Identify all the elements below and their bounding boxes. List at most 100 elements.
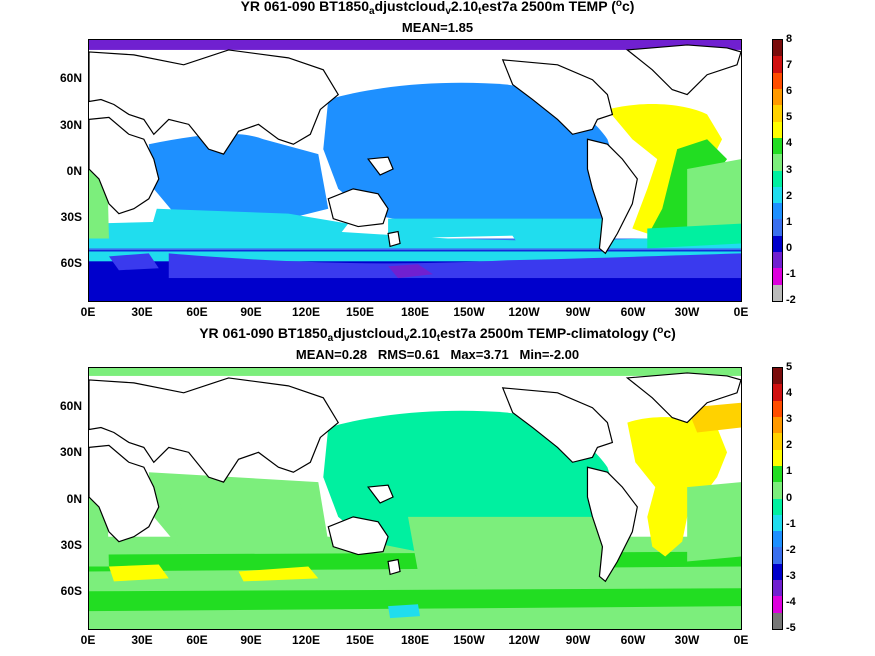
colorbar-segment <box>773 433 782 450</box>
top-lon-0e-end: 0E <box>733 305 749 319</box>
bottom-lon-90e: 90E <box>240 633 262 647</box>
colorbar-label: -2 <box>786 294 796 306</box>
colorbar-segment <box>773 137 782 155</box>
bottom-lat-30s: 30S <box>60 538 82 552</box>
top-lon-60w: 60W <box>620 305 646 319</box>
colorbar-label: 3 <box>786 163 793 176</box>
bottom-lon-60e: 60E <box>186 633 208 647</box>
colorbar-segment <box>773 72 782 89</box>
bottom-lon-150e: 150E <box>345 633 375 647</box>
top-lon-60e: 60E <box>186 305 208 319</box>
bottom-lon-60w: 60W <box>620 633 646 647</box>
colorbar-label: 0 <box>786 241 793 254</box>
colorbar-segment <box>773 368 782 385</box>
top-lon-150e: 150E <box>345 305 375 319</box>
colorbar-label: 3 <box>786 413 793 426</box>
colorbar-label: 2 <box>786 439 793 452</box>
colorbar-label: 6 <box>786 85 793 98</box>
top-lon-30e: 30E <box>131 305 153 319</box>
bottom-lon-150w: 150W <box>453 633 485 647</box>
colorbar-segment <box>773 235 782 253</box>
colorbar-segment <box>773 170 782 187</box>
top-colorbar <box>772 39 783 302</box>
colorbar-segment <box>773 40 782 57</box>
top-title: YR 061-090 BT1850adjustcloudv2.10test7a … <box>240 0 635 17</box>
colorbar-segment <box>773 268 782 285</box>
colorbar-segment <box>773 186 782 204</box>
colorbar-label: 1 <box>786 215 793 228</box>
bottom-map <box>88 367 742 630</box>
colorbar-label: 2 <box>786 189 793 202</box>
top-lon-150w: 150W <box>453 305 485 319</box>
top-lat-60s: 60S <box>60 256 82 270</box>
bottom-lon-120e: 120E <box>291 633 321 647</box>
colorbar-segment <box>773 514 782 532</box>
top-lon-0e: 0E <box>80 305 96 319</box>
top-lon-120e: 120E <box>291 305 321 319</box>
colorbar-label: -1 <box>786 517 796 530</box>
top-lat-30s: 30S <box>60 210 82 224</box>
colorbar-label: -5 <box>786 622 796 634</box>
bottom-lon-0e: 0E <box>80 633 96 647</box>
colorbar-segment <box>773 121 782 138</box>
bottom-lon-0e-end: 0E <box>733 633 749 647</box>
bottom-title: YR 061-090 BT1850adjustcloudv2.10test7a … <box>199 325 676 344</box>
colorbar-segment <box>773 596 782 613</box>
colorbar-segment <box>773 219 782 236</box>
colorbar-segment <box>773 547 782 564</box>
colorbar-label: -1 <box>786 267 796 280</box>
colorbar-segment <box>773 284 782 301</box>
colorbar-segment <box>773 580 782 597</box>
top-lon-120w: 120W <box>508 305 540 319</box>
top-lon-90e: 90E <box>240 305 262 319</box>
top-lon-180e: 180E <box>400 305 430 319</box>
bottom-stats: MEAN=0.28 RMS=0.61 Max=3.71 Min=-2.00 <box>295 347 580 362</box>
top-lat-0n: 0N <box>66 164 82 178</box>
colorbar-segment <box>773 88 782 106</box>
bottom-lon-120w: 120W <box>508 633 540 647</box>
bottom-lon-180e: 180E <box>400 633 430 647</box>
bottom-lat-60s: 60S <box>60 584 82 598</box>
colorbar-segment <box>773 154 782 171</box>
colorbar-segment <box>773 531 782 548</box>
colorbar-segment <box>773 465 782 483</box>
bottom-lon-30w: 30W <box>674 633 700 647</box>
colorbar-segment <box>773 400 782 417</box>
colorbar-label: 4 <box>786 387 793 400</box>
top-map <box>88 39 742 302</box>
top-lat-30n: 30N <box>59 118 82 132</box>
colorbar-segment <box>773 203 782 220</box>
bottom-lat-60n: 60N <box>59 399 82 413</box>
top-lon-30w: 30W <box>674 305 700 319</box>
colorbar-label: -2 <box>786 543 796 556</box>
colorbar-segment <box>773 449 782 466</box>
top-lon-90w: 90W <box>565 305 591 319</box>
bottom-lon-90w: 90W <box>565 633 591 647</box>
bottom-lat-30n: 30N <box>59 445 82 459</box>
colorbar-segment <box>773 612 782 629</box>
colorbar-label: 5 <box>786 111 793 124</box>
colorbar-segment <box>773 56 782 73</box>
colorbar-segment <box>773 384 782 401</box>
bottom-colorbar <box>772 367 783 630</box>
bottom-lat-0n: 0N <box>66 492 82 506</box>
bottom-map-field <box>89 368 741 629</box>
colorbar-segment <box>773 252 782 269</box>
colorbar-label: 8 <box>786 33 793 45</box>
colorbar-label: 5 <box>786 361 793 373</box>
colorbar-label: -4 <box>786 595 796 608</box>
colorbar-label: 7 <box>786 59 793 72</box>
top-stats: MEAN=1.85 <box>401 20 474 35</box>
colorbar-segment <box>773 498 782 515</box>
top-map-field <box>89 40 741 301</box>
colorbar-segment <box>773 105 782 122</box>
colorbar-label: 0 <box>786 491 793 504</box>
colorbar-label: 1 <box>786 465 793 478</box>
top-lat-60n: 60N <box>59 71 82 85</box>
bottom-lon-30e: 30E <box>131 633 153 647</box>
colorbar-segment <box>773 482 782 499</box>
colorbar-segment <box>773 416 782 434</box>
colorbar-label: 4 <box>786 137 793 150</box>
colorbar-segment <box>773 563 782 581</box>
colorbar-label: -3 <box>786 569 796 582</box>
